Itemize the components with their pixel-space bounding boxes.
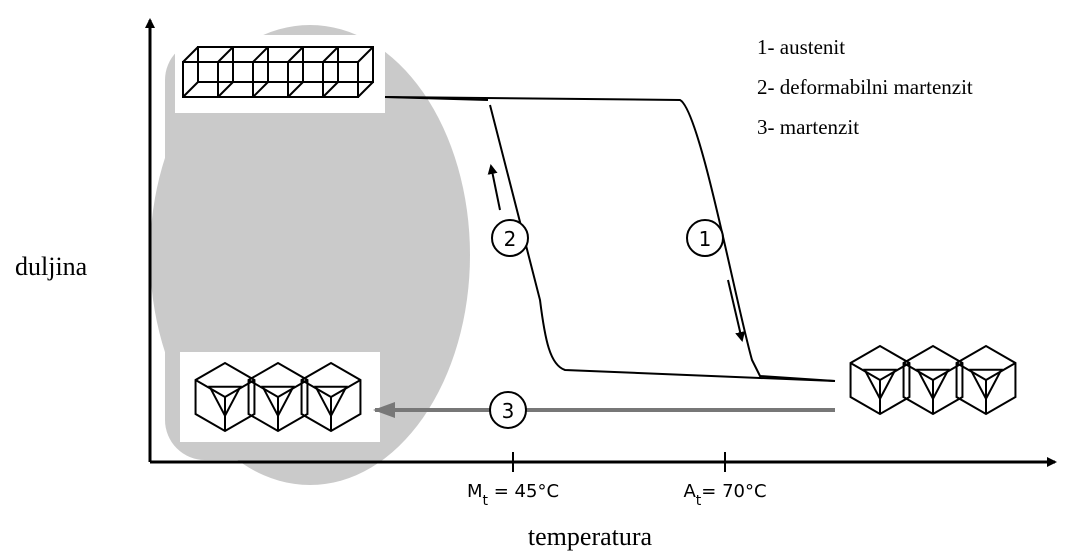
marker-label: 2 <box>504 227 517 251</box>
tick-text: = 70°C <box>701 481 766 502</box>
crystal-lattice <box>916 368 950 401</box>
crystals <box>182 46 1017 433</box>
y-axis-label: duljina <box>15 252 88 281</box>
crystal-lattice <box>287 46 304 98</box>
crystal-lattice <box>217 46 234 98</box>
tick-label: Mt = 45°C <box>467 481 559 509</box>
crystal-lattice <box>208 385 242 418</box>
tick-label: At= 70°C <box>683 481 766 509</box>
legend-item: 3- martenzit <box>757 115 859 139</box>
crystal-lattice <box>252 46 269 98</box>
tick-symbol: M <box>467 481 483 502</box>
arrow <box>727 279 746 342</box>
crystal-lattice <box>357 46 374 98</box>
tick-subscript: t <box>483 493 489 509</box>
tick-symbol: A <box>683 481 696 502</box>
crystal-lattice <box>322 46 339 98</box>
x-axis-label: temperatura <box>528 522 653 551</box>
marker-circle <box>491 219 529 257</box>
marker-circle <box>686 219 724 257</box>
crystal-lattice <box>863 368 897 401</box>
legend-item: 2- deformabilni martenzit <box>757 75 973 99</box>
curve-cooling <box>489 104 836 382</box>
marker-label: 3 <box>502 399 515 423</box>
marker-circle <box>489 391 527 429</box>
crystal-lattice <box>314 385 348 418</box>
tick-text: = 45°C <box>488 481 559 502</box>
crystal-lattice <box>261 385 295 418</box>
legend-item: 1- austenit <box>757 35 845 59</box>
curve-heating <box>384 96 836 382</box>
crystal-lattice <box>182 46 199 98</box>
crystal-lattice <box>969 368 1003 401</box>
curve-top <box>384 96 489 101</box>
arrow <box>487 164 501 211</box>
tick-subscript: t <box>696 493 702 509</box>
marker-label: 1 <box>699 227 712 251</box>
